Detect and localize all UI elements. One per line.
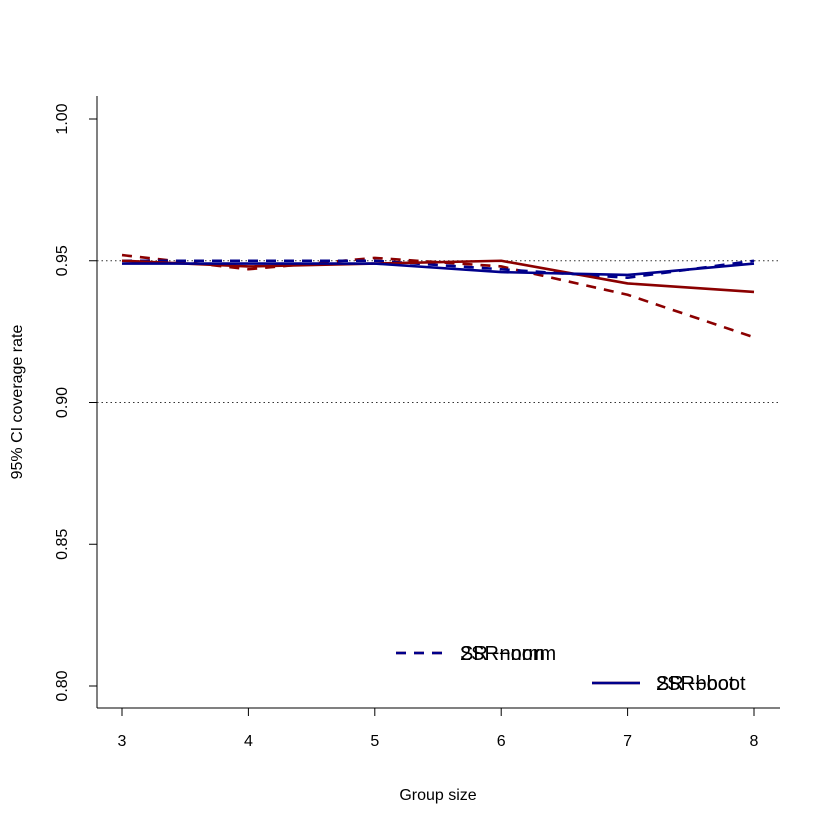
x-axis: 3 4 5 6 7 8	[118, 708, 759, 750]
legend-label-2: SR−boot	[656, 673, 735, 695]
x-tick-label: 3	[118, 733, 127, 750]
y-tick-label: 0.90	[54, 387, 71, 418]
y-tick-label: 0.95	[54, 245, 71, 276]
y-tick-label: 0.85	[54, 529, 71, 560]
x-axis-title: Group size	[399, 787, 476, 804]
series-line-3	[122, 262, 755, 277]
series-line-1	[122, 259, 755, 280]
y-axis: 0.80 0.85 0.90 0.95 1.00	[54, 103, 97, 702]
reference-lines	[97, 260, 780, 403]
legend-label-3: 2SR−boot	[656, 673, 746, 695]
x-tick-label: 8	[750, 733, 759, 750]
y-tick-label: 0.80	[54, 670, 71, 701]
series-lines	[121, 253, 755, 339]
y-tick-label: 1.00	[54, 103, 71, 134]
legend-label-0: SR−norm	[460, 643, 545, 665]
x-tick-label: 5	[370, 733, 379, 750]
x-tick-label: 7	[623, 733, 632, 750]
x-tick-label: 4	[244, 733, 253, 750]
y-axis-title: 95% CI coverage rate	[9, 325, 26, 480]
legend-label-1: 2SR−norm	[460, 643, 556, 665]
x-tick-label: 6	[497, 733, 506, 750]
series-line-2	[121, 259, 755, 294]
